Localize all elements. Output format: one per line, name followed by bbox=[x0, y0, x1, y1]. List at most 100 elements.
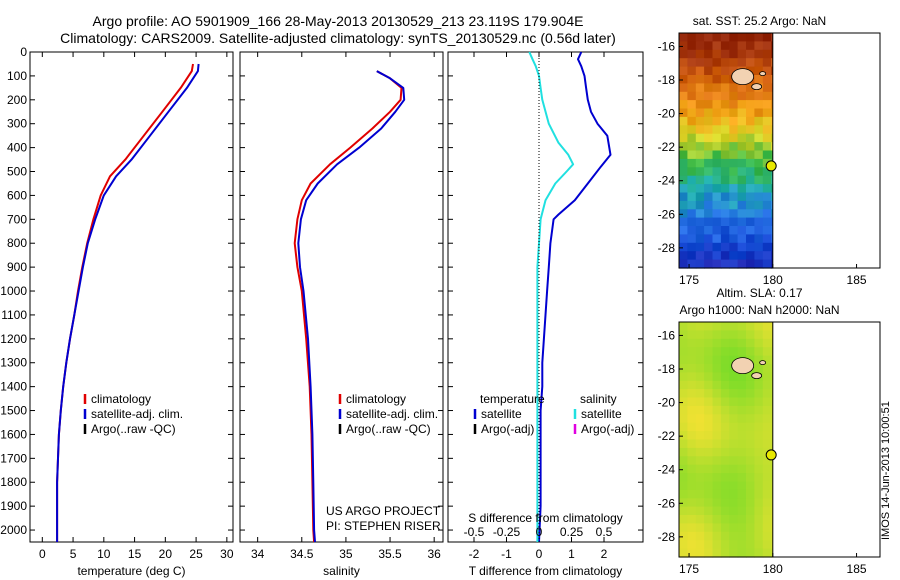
x-tick-label: 36 bbox=[427, 547, 441, 561]
map-cell bbox=[762, 226, 772, 235]
island-shape bbox=[731, 68, 755, 86]
map-cell bbox=[746, 405, 755, 415]
map-cell bbox=[695, 116, 705, 126]
map-cell bbox=[720, 108, 730, 118]
y-tick-label: -28 bbox=[658, 530, 676, 544]
y-tick-label: 1900 bbox=[0, 499, 27, 513]
no-data-area bbox=[772, 33, 880, 268]
map-cell bbox=[720, 49, 730, 59]
map-cell bbox=[746, 142, 755, 152]
map-cell bbox=[737, 548, 747, 558]
map-cell bbox=[737, 456, 747, 466]
map-cell bbox=[720, 481, 730, 491]
map-cell bbox=[695, 531, 705, 541]
map-cell bbox=[679, 217, 688, 227]
map-cell bbox=[695, 49, 705, 59]
map-cell bbox=[695, 184, 705, 194]
map-cell bbox=[687, 347, 697, 357]
map-cell bbox=[762, 108, 772, 118]
map-cell bbox=[720, 464, 730, 474]
map-cell bbox=[762, 515, 772, 524]
map-cell bbox=[771, 192, 774, 202]
map-cell bbox=[679, 372, 688, 382]
map-cell bbox=[720, 397, 730, 407]
map-cell bbox=[762, 125, 772, 135]
map-cell bbox=[679, 481, 688, 491]
map-cell bbox=[695, 175, 705, 185]
map-cell bbox=[771, 58, 774, 68]
map-cell bbox=[737, 49, 747, 59]
top-tick-label: -0.25 bbox=[493, 525, 521, 539]
map-cell bbox=[704, 209, 714, 219]
map-cell bbox=[762, 414, 772, 424]
map-cell bbox=[754, 447, 764, 457]
y-tick-label: 1000 bbox=[0, 284, 27, 298]
map-cell bbox=[771, 515, 774, 524]
map-cell bbox=[737, 405, 747, 415]
map-cell bbox=[771, 380, 774, 390]
map-cell bbox=[687, 242, 697, 252]
map-cell bbox=[712, 506, 722, 516]
map-cell bbox=[712, 338, 722, 348]
map-cell bbox=[729, 142, 739, 152]
y-tick-label: 2000 bbox=[0, 523, 27, 537]
map-cell bbox=[737, 464, 747, 474]
map-cell bbox=[679, 322, 688, 331]
map-cell bbox=[729, 83, 739, 93]
map-cell bbox=[762, 242, 772, 252]
map-cell bbox=[712, 523, 722, 533]
map-cell bbox=[737, 259, 747, 269]
map-cell bbox=[679, 380, 688, 390]
map-cell bbox=[704, 422, 714, 432]
map-cell bbox=[712, 431, 722, 441]
map-cell bbox=[704, 41, 714, 51]
map-cell bbox=[712, 515, 722, 524]
map-cell bbox=[771, 167, 774, 177]
map-cell bbox=[704, 226, 714, 235]
map-cell bbox=[754, 548, 764, 558]
map-cell bbox=[687, 456, 697, 466]
x-tick-label: 0 bbox=[39, 547, 46, 561]
map-cell bbox=[704, 364, 714, 373]
map-cell bbox=[704, 338, 714, 348]
map-cell bbox=[695, 91, 705, 101]
x-tick-label: 180 bbox=[763, 562, 783, 576]
map-cell bbox=[687, 380, 697, 390]
map-cell bbox=[687, 389, 697, 399]
x-tick-label: -2 bbox=[469, 547, 480, 561]
map-cell bbox=[695, 515, 705, 524]
map-cell bbox=[704, 184, 714, 194]
x-tick-label: 20 bbox=[159, 547, 173, 561]
map-cell bbox=[762, 473, 772, 483]
y-tick-label: 100 bbox=[7, 69, 27, 83]
map-cell bbox=[712, 49, 722, 59]
map-cell bbox=[687, 414, 697, 424]
map-cell bbox=[737, 481, 747, 491]
map-cell bbox=[695, 209, 705, 219]
y-tick-label: 200 bbox=[7, 93, 27, 107]
map-cell bbox=[729, 100, 739, 110]
map-cell bbox=[704, 447, 714, 457]
map-cell bbox=[729, 108, 739, 118]
map-cell bbox=[687, 259, 697, 269]
map-cell bbox=[729, 531, 739, 541]
map-cell bbox=[762, 142, 772, 152]
map-cell bbox=[762, 481, 772, 491]
map-cell bbox=[695, 100, 705, 110]
map-cell bbox=[704, 167, 714, 177]
map-cell bbox=[720, 531, 730, 541]
map-cell bbox=[729, 158, 739, 168]
map-cell bbox=[679, 66, 688, 76]
map-cell bbox=[729, 251, 739, 261]
y-tick-label: 0 bbox=[20, 45, 27, 59]
map-cell bbox=[695, 41, 705, 51]
map-cell bbox=[737, 108, 747, 118]
map-cell bbox=[679, 397, 688, 407]
map-1-frame bbox=[678, 32, 881, 269]
map-cell bbox=[746, 100, 755, 110]
map-cell bbox=[771, 431, 774, 441]
map-cell bbox=[712, 330, 722, 340]
map-cell bbox=[771, 116, 774, 126]
map-cell bbox=[754, 49, 764, 59]
map-cell bbox=[712, 447, 722, 457]
